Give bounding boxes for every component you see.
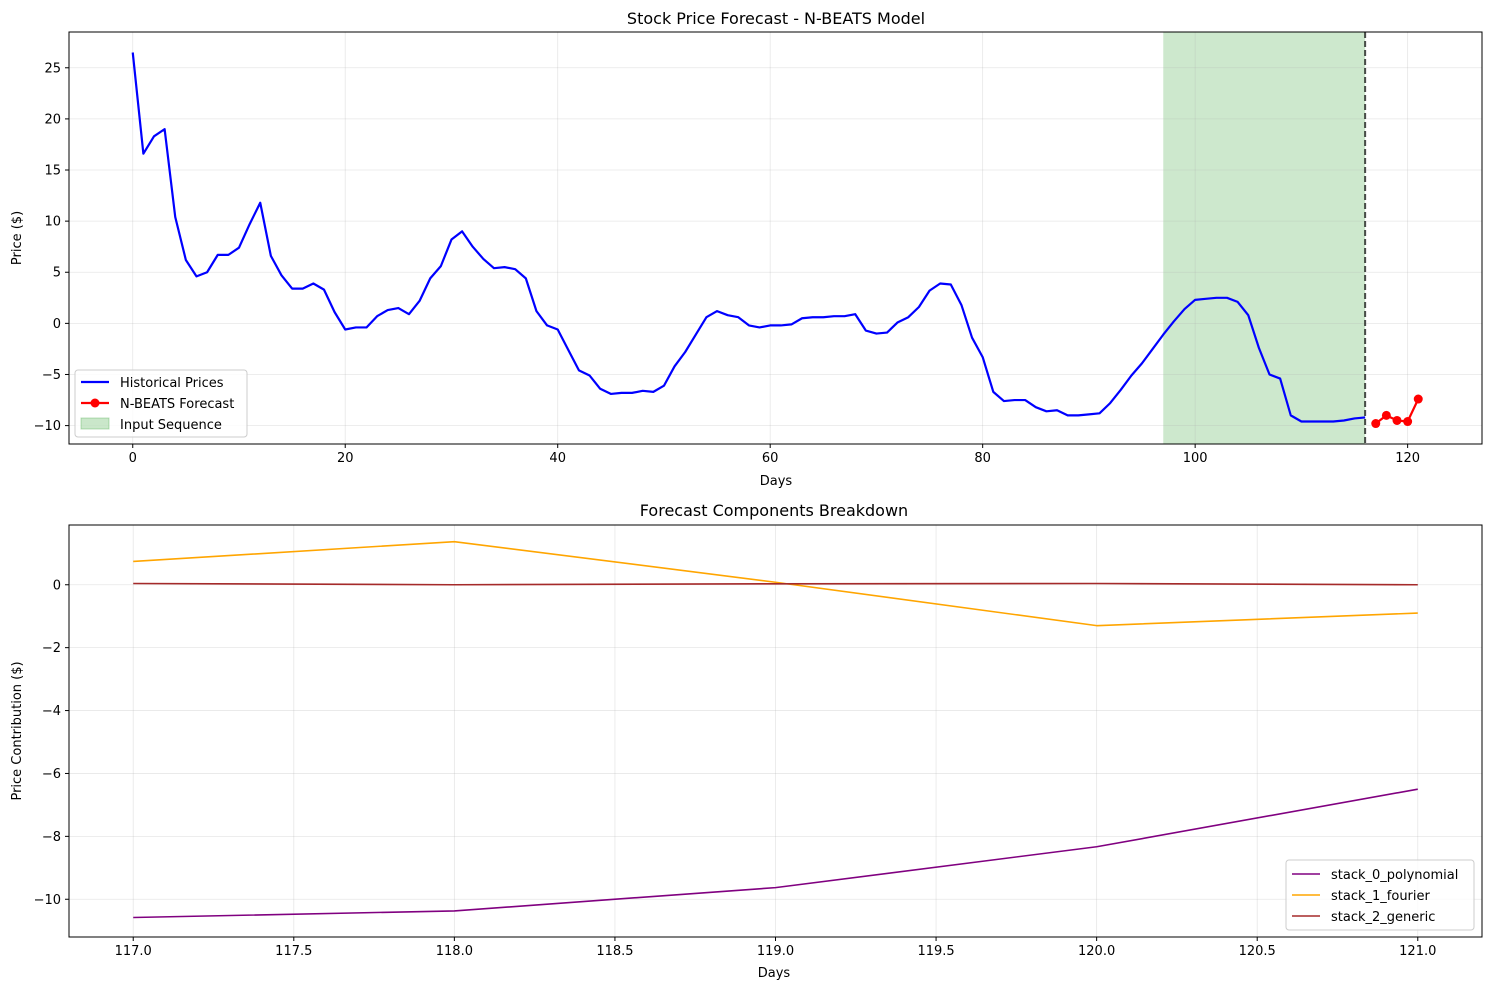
y-tick-label: 10: [44, 215, 61, 230]
chart-1: Stock Price Forecast - N-BEATS Model 0 20…: [10, 9, 1483, 489]
y-tick-label: −2: [42, 641, 61, 656]
chart-2-ylabel: Price Contribution ($): [10, 661, 25, 800]
x-tick-label: 80: [974, 451, 991, 466]
legend-generic-label: stack_2_generic: [1331, 910, 1435, 925]
chart-2-xlabel: Days: [758, 966, 791, 981]
chart-1-axes-frame: [68, 31, 1483, 445]
x-tick-label: 120: [1395, 451, 1420, 466]
x-tick-label: 60: [762, 451, 779, 466]
series-line-stack-2-generic: [133, 582, 1418, 586]
chart-1-title: Stock Price Forecast - N-BEATS Model: [627, 9, 925, 28]
forecast-point: [1392, 415, 1402, 425]
x-tick-label: 118.0: [436, 944, 473, 959]
chart-2-axes-frame: [68, 524, 1483, 938]
forecast-point: [1403, 417, 1413, 427]
x-tick-label: 120.0: [1078, 944, 1115, 959]
x-tick-label: 117.5: [275, 944, 312, 959]
x-tick-label: 119.5: [917, 944, 954, 959]
y-tick-label: 0: [53, 578, 61, 593]
forecast-point: [1381, 410, 1391, 420]
legend-forecast-marker: [90, 398, 100, 408]
x-tick-label: 0: [129, 451, 137, 466]
y-tick-label: 0: [53, 317, 61, 332]
chart-1-xlabel: Days: [760, 474, 793, 489]
forecast-point: [1413, 394, 1423, 404]
chart-2: Forecast Components Breakdown 117.0 117.5…: [10, 501, 1483, 981]
legend-input-swatch: [80, 417, 110, 430]
legend-historical-label: Historical Prices: [120, 376, 224, 391]
series-line-stack-1-fourier: [133, 540, 1418, 627]
y-tick-label: 25: [44, 61, 61, 76]
x-tick-label: 20: [337, 451, 354, 466]
y-tick-label: 15: [44, 164, 61, 179]
x-tick-label: 40: [549, 451, 566, 466]
x-tick-label: 100: [1183, 451, 1208, 466]
chart-2-legend-frame: [1285, 859, 1475, 931]
y-tick-label: 5: [53, 266, 61, 281]
forecast-point: [1371, 419, 1381, 429]
x-tick-label: 121.0: [1399, 944, 1436, 959]
input-sequence-region: [1163, 32, 1366, 444]
chart-1-grid: [69, 32, 1482, 444]
y-tick-label: −10: [34, 419, 61, 434]
chart-2-series: [133, 540, 1418, 919]
chart-1-legend: Historical Prices N-BEATS Forecast Input…: [74, 369, 248, 438]
x-tick-label: 120.5: [1239, 944, 1276, 959]
chart-2-ticks: 117.0 117.5 118.0 118.5 119.0 119.5 120.0 120.5…: [34, 578, 1437, 959]
y-tick-label: −10: [34, 893, 61, 908]
series-line-stack-0-polynomial: [133, 788, 1418, 919]
chart-2-legend: stack_0_polynomial stack_1_fourier stack…: [1285, 859, 1475, 931]
series-line-historical-prices: [131, 52, 1366, 423]
x-tick-label: 118.5: [596, 944, 633, 959]
legend-polynomial-label: stack_0_polynomial: [1331, 868, 1458, 883]
x-tick-label: 117.0: [115, 944, 152, 959]
y-tick-label: 20: [44, 112, 61, 127]
input-sequence-band: [1163, 32, 1366, 444]
chart-1-ylabel: Price ($): [10, 211, 25, 265]
legend-fourier-label: stack_1_fourier: [1331, 889, 1431, 904]
legend-input-label: Input Sequence: [120, 418, 222, 433]
chart-1-legend-frame: [74, 369, 248, 438]
chart-1-ticks: 0 20 40 60 80 100 120 −10 −5 0 5 10 15 20 25: [34, 61, 1420, 466]
y-tick-label: −6: [42, 767, 61, 782]
legend-forecast-label: N-BEATS Forecast: [120, 397, 234, 412]
y-tick-label: −8: [42, 830, 61, 845]
chart-1-series: [131, 52, 1423, 429]
x-tick-label: 119.0: [757, 944, 794, 959]
chart-2-title: Forecast Components Breakdown: [640, 501, 908, 520]
y-tick-label: −4: [42, 704, 61, 719]
y-tick-label: −5: [42, 368, 61, 383]
